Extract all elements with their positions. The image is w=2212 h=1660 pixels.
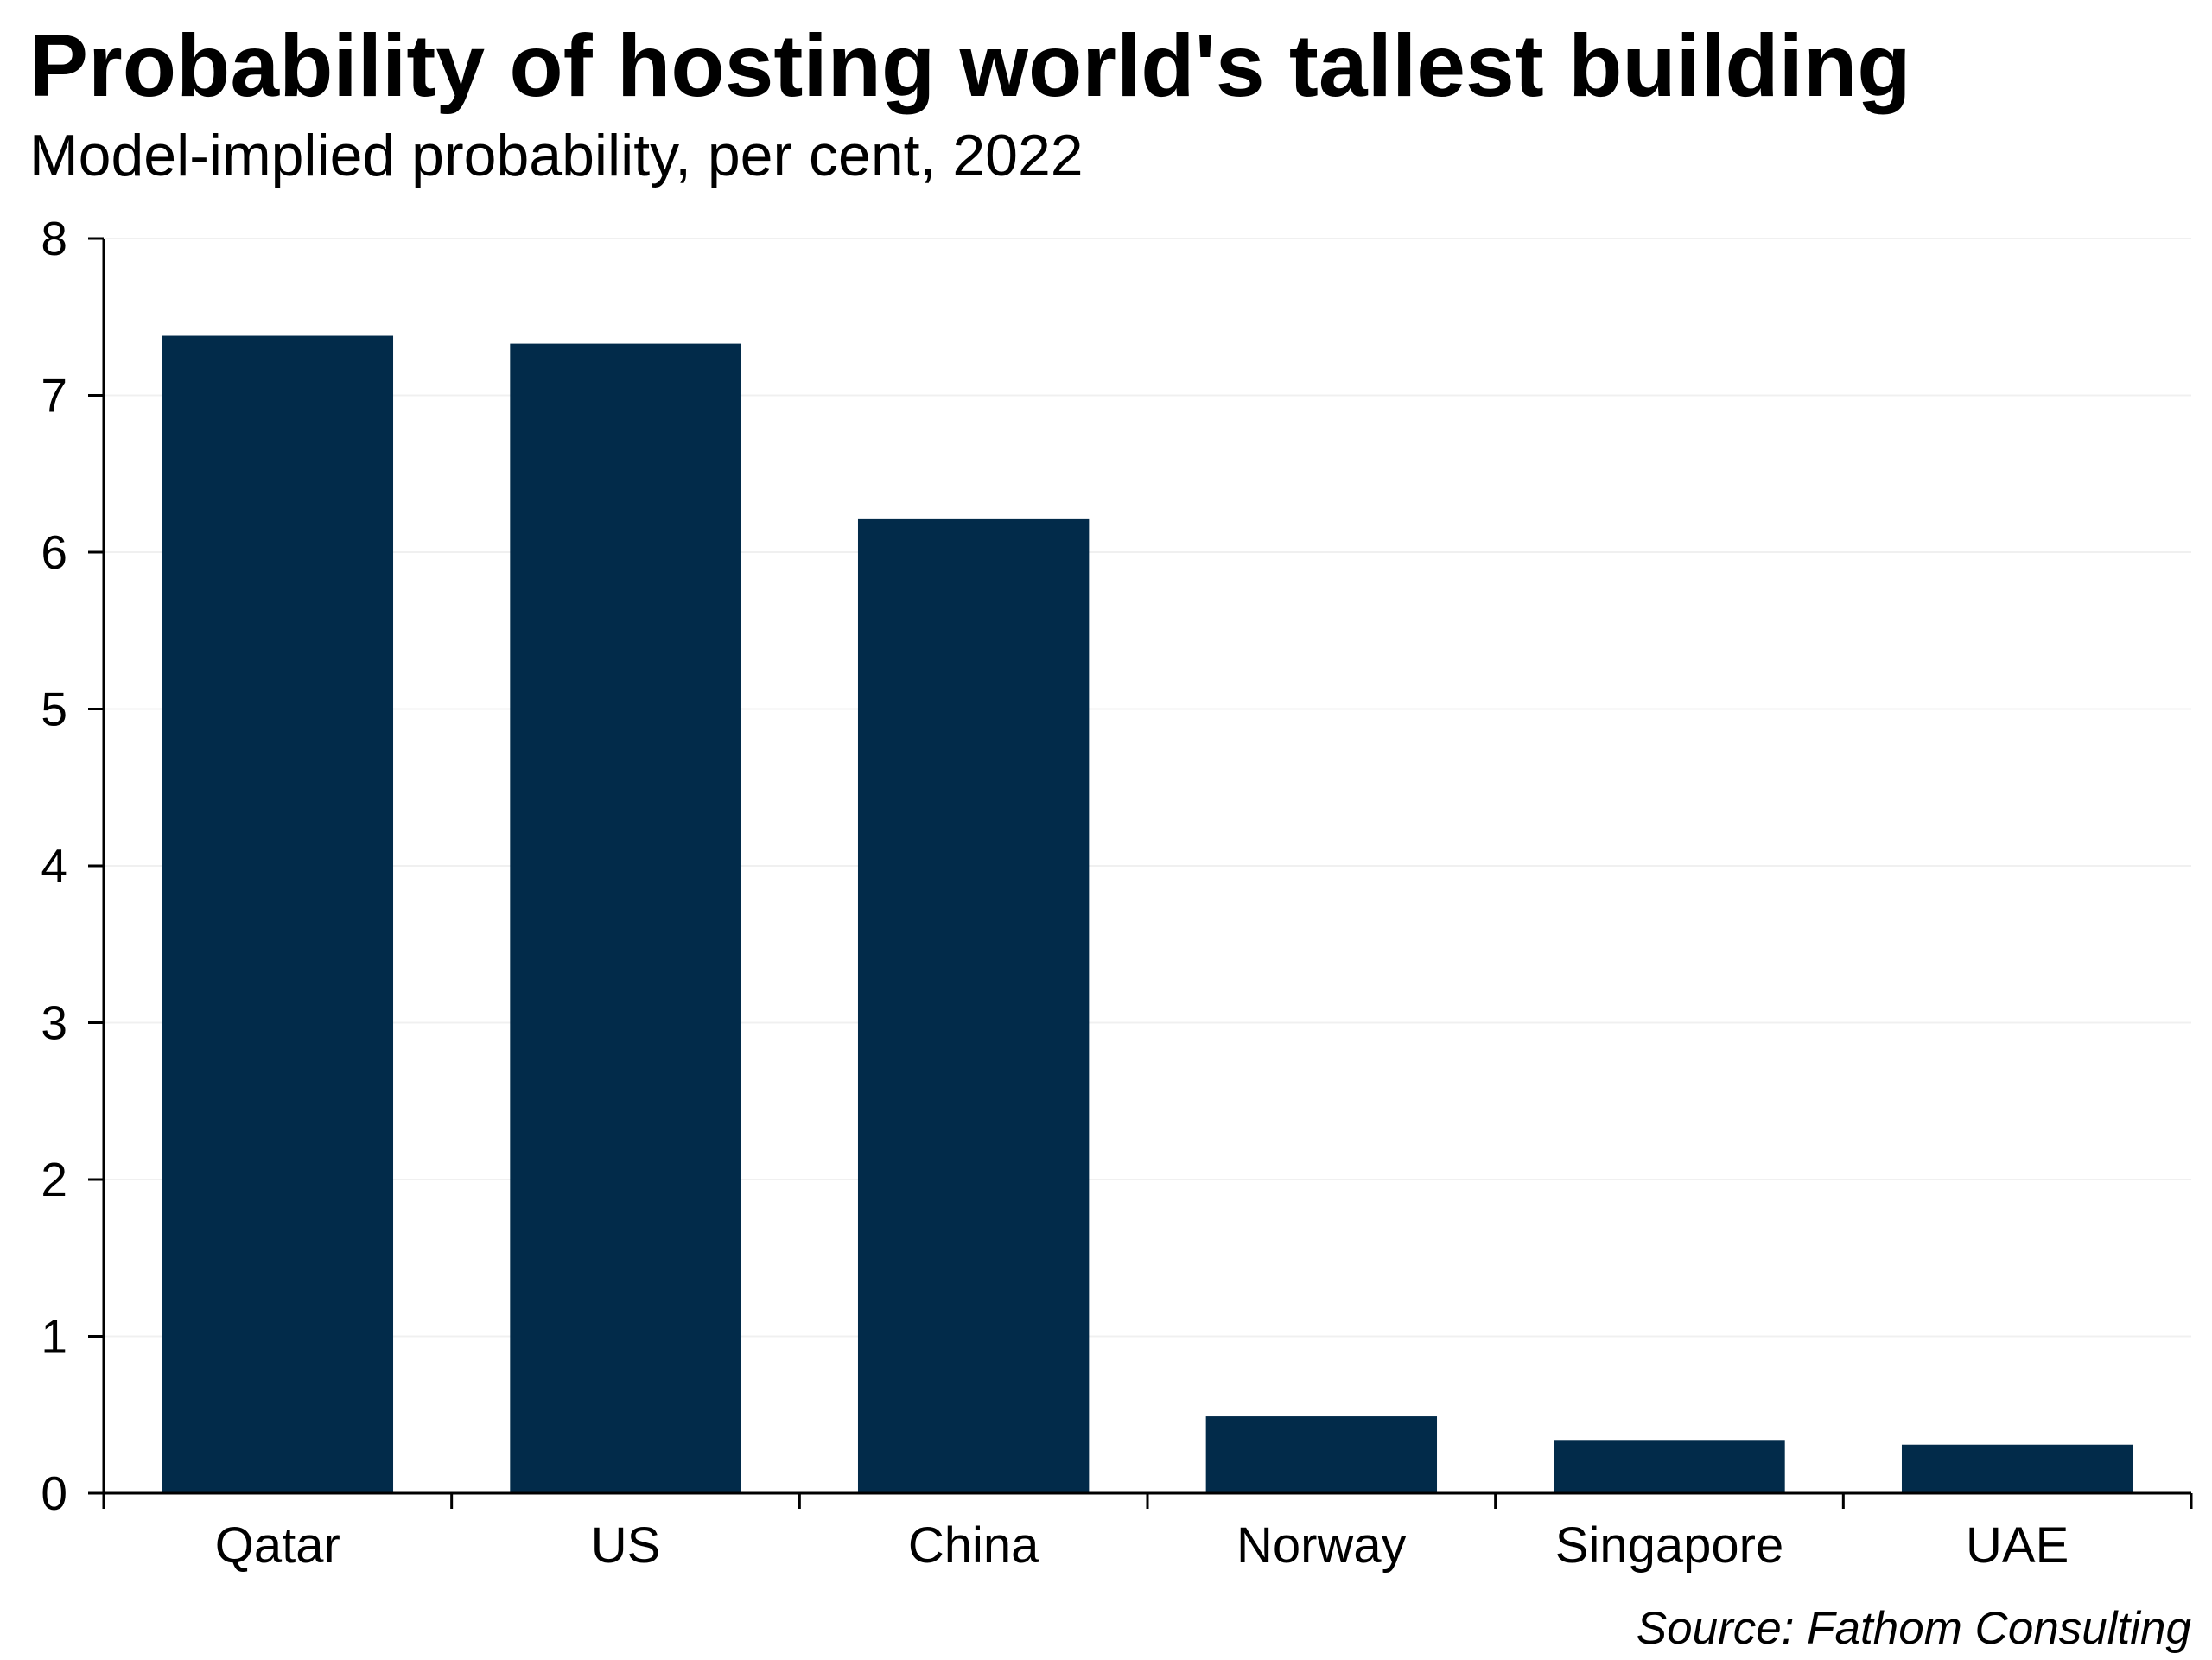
x-category-label: US <box>591 1517 661 1574</box>
y-tick-label: 1 <box>41 1310 67 1364</box>
y-tick-label: 5 <box>41 683 67 736</box>
bar-singapore <box>1554 1440 1785 1493</box>
bar-norway <box>1205 1416 1438 1493</box>
y-tick-label: 7 <box>41 369 67 423</box>
x-category-label: China <box>908 1517 1039 1574</box>
bar-us <box>510 343 741 1494</box>
bar-uae <box>1901 1444 2133 1493</box>
x-category-label: Qatar <box>215 1517 340 1574</box>
x-category-label: UAE <box>1966 1517 2069 1574</box>
y-tick-label: 6 <box>41 525 67 579</box>
y-axis-ticks: 0 1 2 3 4 5 6 7 8 <box>41 212 104 1520</box>
x-axis-ticks: Qatar US China Norway Singapore UAE <box>102 1493 2193 1574</box>
x-category-label: Singapore <box>1555 1517 1783 1574</box>
y-tick-label: 0 <box>41 1466 67 1520</box>
bar-china <box>857 518 1090 1493</box>
y-tick-label: 3 <box>41 996 67 1050</box>
y-tick-label: 4 <box>41 839 67 893</box>
bars <box>162 335 2133 1494</box>
chart-title: Probability of hosting world's tallest b… <box>29 16 1911 115</box>
chart-subtitle: Model-implied probability, per cent, 202… <box>29 123 1084 188</box>
chart-source: Source: Fathom Consulting <box>1636 1603 2191 1654</box>
gridlines <box>104 238 2191 1338</box>
bar-qatar <box>162 335 394 1493</box>
y-tick-label: 2 <box>41 1153 67 1206</box>
x-category-label: Norway <box>1236 1517 1407 1574</box>
y-tick-label: 8 <box>41 212 67 265</box>
